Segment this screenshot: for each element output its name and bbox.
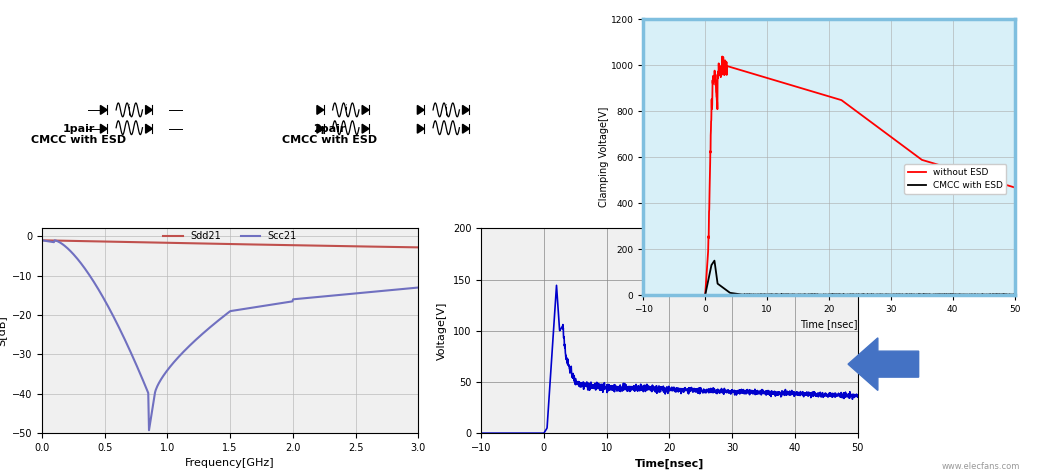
X-axis label: Frequency[GHz]: Frequency[GHz] — [185, 458, 275, 468]
Polygon shape — [100, 124, 107, 133]
Polygon shape — [417, 124, 424, 133]
Y-axis label: Clamping Voltage[V]: Clamping Voltage[V] — [599, 107, 609, 207]
Polygon shape — [100, 106, 107, 114]
Y-axis label: S[dB]: S[dB] — [0, 316, 6, 346]
Legend: without ESD, CMCC with ESD: without ESD, CMCC with ESD — [904, 164, 1006, 194]
Polygon shape — [362, 106, 369, 114]
Polygon shape — [462, 124, 470, 133]
Text: www.elecfans.com: www.elecfans.com — [941, 462, 1020, 471]
Polygon shape — [317, 106, 323, 114]
Polygon shape — [362, 124, 369, 133]
FancyArrow shape — [848, 338, 918, 390]
Text: 1pair
CMCC with ESD: 1pair CMCC with ESD — [31, 124, 126, 145]
Polygon shape — [145, 106, 153, 114]
Polygon shape — [145, 124, 153, 133]
Polygon shape — [417, 106, 424, 114]
Text: 2pair
CMCC with ESD: 2pair CMCC with ESD — [282, 124, 377, 145]
X-axis label: Time [nsec]: Time [nsec] — [800, 319, 858, 329]
Legend: Sdd21, Scc21: Sdd21, Scc21 — [159, 227, 301, 245]
Y-axis label: Voltage[V]: Voltage[V] — [437, 302, 448, 360]
Polygon shape — [462, 106, 470, 114]
X-axis label: Time[nsec]: Time[nsec] — [635, 458, 704, 469]
Polygon shape — [317, 124, 323, 133]
